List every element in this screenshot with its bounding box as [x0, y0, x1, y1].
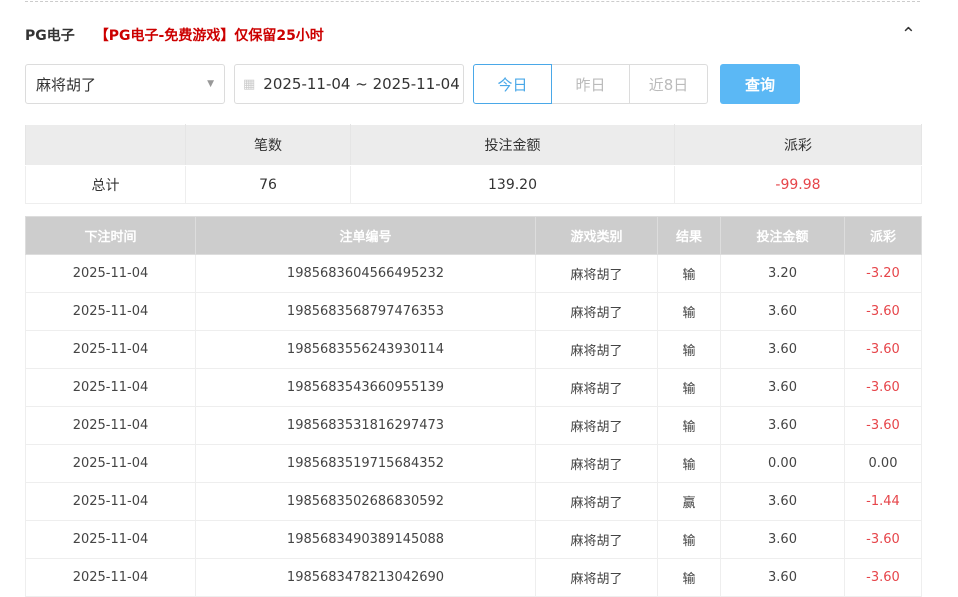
summary-header: 笔数 [185, 124, 351, 166]
bet-amount-cell: 3.60 [720, 368, 845, 407]
today-button[interactable]: 今日 [473, 64, 552, 104]
payout-cell: -3.60 [844, 406, 922, 445]
result-cell: 输 [657, 368, 721, 407]
payout-cell: -3.20 [844, 254, 922, 293]
table-row: 2025-11-04 1985683478213042690 麻将胡了输 3.60 -3… [25, 558, 922, 597]
bet-time-cell: 2025-11-04 [25, 254, 196, 293]
bet-time-cell: 2025-11-04 [25, 368, 196, 407]
result-cell: 输 [657, 406, 721, 445]
table-row: 2025-11-04 1985683543660955139 麻将胡了输 3.60 -3… [25, 368, 922, 407]
payout-cell: -3.60 [844, 520, 922, 559]
table-row: 2025-11-04 1985683502686830592 麻将胡了赢 3.60 -1… [25, 482, 922, 521]
order-id-cell: 1985683543660955139 [195, 368, 536, 407]
game-type-cell: 麻将胡了 [535, 482, 658, 521]
game-type-cell: 麻将胡了 [535, 406, 658, 445]
date-range-value: 2025-11-04 ~ 2025-11-04 [263, 75, 460, 93]
bet-time-cell: 2025-11-04 [25, 406, 196, 445]
column-header: 游戏类别 [535, 216, 658, 255]
table-row: 2025-11-04 1985683490389145088 麻将胡了输 3.60 -3… [25, 520, 922, 559]
bet-amount-cell: 3.60 [720, 482, 845, 521]
order-id-cell: 1985683568797476353 [195, 292, 536, 331]
divider [25, 1, 920, 2]
order-id-cell: 1985683490389145088 [195, 520, 536, 559]
bet-amount-cell: 3.60 [720, 330, 845, 369]
payout-cell: -3.60 [844, 368, 922, 407]
column-header: 下注时间 [25, 216, 196, 255]
game-type-cell: 麻将胡了 [535, 254, 658, 293]
result-cell: 赢 [657, 482, 721, 521]
yesterday-button[interactable]: 昨日 [551, 64, 630, 104]
bet-time-cell: 2025-11-04 [25, 520, 196, 559]
table-row: 2025-11-04 1985683604566495232 麻将胡了输 3.20 -3… [25, 254, 922, 293]
summary-count: 76 [185, 165, 351, 204]
payout-cell: 0.00 [844, 444, 922, 483]
game-type-cell: 麻将胡了 [535, 368, 658, 407]
summary-table: 笔数 投注金额 派彩 总计 76 139.20 -99.98 [25, 124, 922, 204]
table-row: 2025-11-04 1985683568797476353 麻将胡了输 3.60 -3… [25, 292, 922, 331]
order-id-cell: 1985683478213042690 [195, 558, 536, 597]
bet-amount-cell: 3.60 [720, 520, 845, 559]
bet-amount-cell: 3.60 [720, 406, 845, 445]
game-select[interactable]: 麻将胡了 ▼ [25, 64, 225, 104]
chevron-up-icon[interactable]: ⌃ [900, 24, 916, 45]
bet-amount-cell: 3.20 [720, 254, 845, 293]
bet-time-cell: 2025-11-04 [25, 482, 196, 521]
column-header: 结果 [657, 216, 721, 255]
query-button[interactable]: 查询 [720, 64, 800, 104]
game-select-value: 麻将胡了 [36, 75, 97, 94]
payout-cell: -3.60 [844, 558, 922, 597]
bet-records-table: 下注时间 注单编号 游戏类别 结果 投注金额 派彩 2025-11-04 198568360… [25, 216, 922, 597]
order-id-cell: 1985683604566495232 [195, 254, 536, 293]
bet-time-cell: 2025-11-04 [25, 292, 196, 331]
date-range-input[interactable]: ▦ 2025-11-04 ~ 2025-11-04 [234, 64, 464, 104]
result-cell: 输 [657, 444, 721, 483]
payout-cell: -3.60 [844, 330, 922, 369]
dropdown-arrow-icon: ▼ [207, 79, 214, 89]
payout-cell: -1.44 [844, 482, 922, 521]
table-row: 2025-11-04 1985683531816297473 麻将胡了输 3.60 -3… [25, 406, 922, 445]
result-cell: 输 [657, 292, 721, 331]
summary-header: 投注金额 [350, 124, 675, 166]
date-shortcuts: 今日 昨日 近8日 [473, 64, 708, 104]
summary-payout: -99.98 [674, 165, 922, 204]
game-type-cell: 麻将胡了 [535, 330, 658, 369]
table-row: 2025-11-04 1985683556243930114 麻将胡了输 3.60 -3… [25, 330, 922, 369]
summary-header [25, 124, 186, 166]
result-cell: 输 [657, 558, 721, 597]
bet-time-cell: 2025-11-04 [25, 558, 196, 597]
table-row: 2025-11-04 1985683519715684352 麻将胡了输 0.00 0.… [25, 444, 922, 483]
bet-amount-cell: 3.60 [720, 558, 845, 597]
result-cell: 输 [657, 330, 721, 369]
column-header: 派彩 [844, 216, 922, 255]
game-type-cell: 麻将胡了 [535, 520, 658, 559]
result-cell: 输 [657, 254, 721, 293]
bet-amount-cell: 3.60 [720, 292, 845, 331]
calendar-icon: ▦ [243, 76, 256, 92]
game-type-cell: 麻将胡了 [535, 292, 658, 331]
bet-time-cell: 2025-11-04 [25, 444, 196, 483]
column-header: 投注金额 [720, 216, 845, 255]
order-id-cell: 1985683556243930114 [195, 330, 536, 369]
last8-button[interactable]: 近8日 [629, 64, 708, 104]
bet-time-cell: 2025-11-04 [25, 330, 196, 369]
order-id-cell: 1985683502686830592 [195, 482, 536, 521]
column-header: 注单编号 [195, 216, 536, 255]
game-type-cell: 麻将胡了 [535, 558, 658, 597]
summary-header: 派彩 [674, 124, 922, 166]
section-title: PG电子 [25, 28, 75, 44]
order-id-cell: 1985683519715684352 [195, 444, 536, 483]
result-cell: 输 [657, 520, 721, 559]
bet-amount-cell: 0.00 [720, 444, 845, 483]
order-id-cell: 1985683531816297473 [195, 406, 536, 445]
notice-text: 【PG电子-免费游戏】仅保留25小时 [94, 28, 324, 44]
section-header: PG电子 【PG电子-免费游戏】仅保留25小时 ⌃ [25, 24, 920, 46]
summary-bet: 139.20 [350, 165, 675, 204]
payout-cell: -3.60 [844, 292, 922, 331]
summary-label: 总计 [25, 165, 186, 204]
game-type-cell: 麻将胡了 [535, 444, 658, 483]
